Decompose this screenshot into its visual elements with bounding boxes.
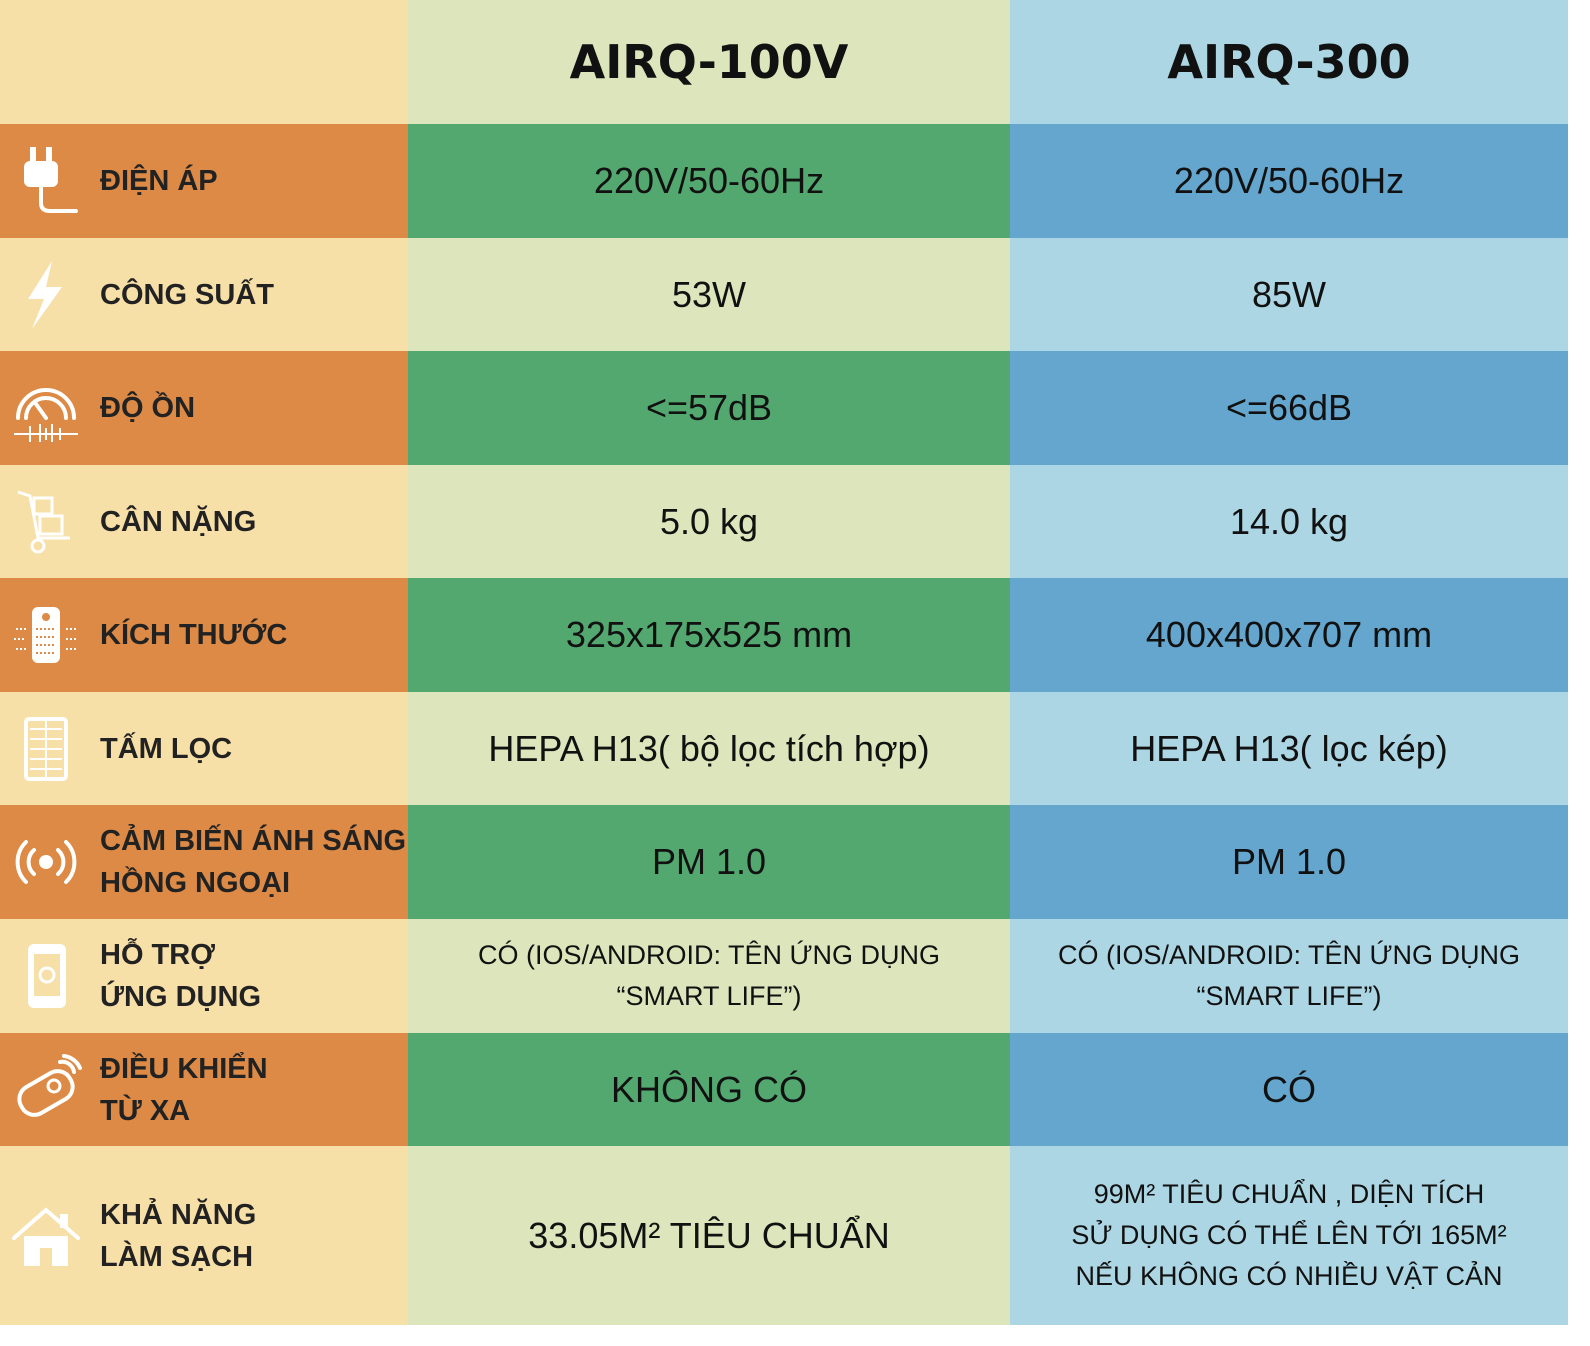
- model-name: AIRQ-300: [1167, 35, 1411, 89]
- row-label: ĐỘ ỒN: [0, 351, 408, 465]
- row-icon: [17, 1053, 82, 1117]
- value-cell: 325x175x525 mm: [408, 578, 1010, 692]
- row-icon: [24, 147, 78, 213]
- value-line: 99M² TIÊU CHUẨN , DIỆN TÍCH: [1093, 1179, 1485, 1209]
- label-line: ĐIỆN ÁP: [100, 165, 218, 197]
- value-line: <=66dB: [1225, 387, 1353, 428]
- label-line: ĐIỀU KHIỂN: [100, 1052, 268, 1085]
- value-cell: 53W: [408, 238, 1010, 351]
- value-line: 400x400x707 mm: [1145, 614, 1433, 655]
- value-line: PM 1.0: [1231, 841, 1347, 882]
- row-label: CẢM BIẾN ÁNH SÁNG HỒNG NGOẠI: [0, 805, 408, 919]
- value-line: 220V/50-60Hz: [1173, 160, 1405, 201]
- label-line: CẢM BIẾN ÁNH SÁNG: [100, 825, 407, 857]
- label-line: ĐỘ ỒN: [100, 392, 196, 424]
- value-line: “SMART LIFE”): [616, 981, 802, 1011]
- value-line: 14.0 kg: [1229, 500, 1349, 542]
- value-cell: 5.0 kg: [408, 465, 1010, 578]
- value-line: KHÔNG CÓ: [610, 1068, 807, 1110]
- label-line: KÍCH THƯỚC: [100, 619, 288, 651]
- label-line: CÔNG SUẤT: [100, 278, 274, 311]
- value-cell: 33.05M² TIÊU CHUẨN: [408, 1146, 1010, 1325]
- value-cell: CÓ (IOS/ANDROID: TÊN ỨNG DỤNG “SMART LIFE…: [408, 919, 1010, 1033]
- label-line: CÂN NẶNG: [100, 505, 257, 538]
- value-cell: PM 1.0: [408, 805, 1010, 919]
- model-header: AIRQ-100V: [408, 0, 1010, 124]
- label-line: HỖ TRỢ: [100, 939, 215, 971]
- comparison-table: AIRQ-100V AIRQ-300 ĐIỆN ÁP 220V/50-60Hz 22…: [0, 0, 1568, 1325]
- row-label: TẤM LỌC: [0, 692, 408, 805]
- row-icon: [14, 388, 78, 442]
- value-cell: KHÔNG CÓ: [408, 1033, 1010, 1146]
- row-label: ĐIỆN ÁP: [0, 124, 408, 238]
- row-icon: [14, 607, 78, 663]
- value-line: 53W: [671, 273, 747, 315]
- label-line: ỨNG DỤNG: [100, 981, 262, 1013]
- value-cell: CÓ: [1010, 1033, 1568, 1146]
- row-icon: [15, 840, 77, 884]
- row-label: KHẢ NĂNG LÀM SẠCH: [0, 1146, 408, 1325]
- value-line: “SMART LIFE”): [1196, 981, 1382, 1011]
- row-label: ĐIỀU KHIỂN TỪ XA: [0, 1033, 408, 1146]
- value-cell: HEPA H13( bộ lọc tích hợp): [408, 692, 1010, 805]
- row-label: CÔNG SUẤT: [0, 238, 408, 351]
- value-cell: HEPA H13( lọc kép): [1010, 692, 1568, 805]
- label-line: LÀM SẠCH: [100, 1240, 254, 1273]
- value-cell: 99M² TIÊU CHUẨN , DIỆN TÍCH SỬ DỤNG CÓ TH…: [1010, 1146, 1568, 1325]
- value-cell: CÓ (IOS/ANDROID: TÊN ỨNG DỤNG “SMART LIFE…: [1010, 919, 1568, 1033]
- corner-cell: [0, 0, 408, 124]
- value-line: PM 1.0: [651, 841, 767, 882]
- row-label: KÍCH THƯỚC: [0, 578, 408, 692]
- value-cell: 14.0 kg: [1010, 465, 1568, 578]
- row-icon: [28, 260, 62, 329]
- value-line: 5.0 kg: [659, 500, 759, 542]
- value-cell: <=66dB: [1010, 351, 1568, 465]
- value-cell: 220V/50-60Hz: [1010, 124, 1568, 238]
- model-header: AIRQ-300: [1010, 0, 1568, 124]
- value-line: CÓ: [1262, 1068, 1316, 1110]
- label-line: TẤM LỌC: [100, 732, 233, 765]
- label-line: HỒNG NGOẠI: [100, 867, 291, 899]
- value-cell: <=57dB: [408, 351, 1010, 465]
- row-icon: [17, 490, 70, 553]
- label-line: KHẢ NĂNG: [100, 1198, 257, 1231]
- value-line: HEPA H13( bộ lọc tích hợp): [488, 727, 930, 769]
- value-line: CÓ (IOS/ANDROID: TÊN ỨNG DỤNG: [477, 940, 941, 970]
- value-cell: 400x400x707 mm: [1010, 578, 1568, 692]
- row-label: CÂN NẶNG: [0, 465, 408, 578]
- row-icon: [12, 1206, 80, 1266]
- row-icon: [24, 716, 68, 781]
- value-line: CÓ (IOS/ANDROID: TÊN ỨNG DỤNG: [1057, 940, 1521, 970]
- value-line: 220V/50-60Hz: [593, 160, 825, 201]
- row-icon: [28, 944, 66, 1008]
- value-line: NẾU KHÔNG CÓ NHIỀU VẬT CẢN: [1075, 1261, 1503, 1291]
- value-cell: 220V/50-60Hz: [408, 124, 1010, 238]
- value-line: 325x175x525 mm: [565, 614, 853, 655]
- value-cell: PM 1.0: [1010, 805, 1568, 919]
- value-line: 33.05M² TIÊU CHUẨN: [528, 1214, 890, 1256]
- value-line: 85W: [1251, 273, 1327, 315]
- model-name: AIRQ-100V: [569, 35, 849, 89]
- label-line: TỪ XA: [100, 1094, 191, 1127]
- value-line: HEPA H13( lọc kép): [1130, 727, 1448, 769]
- value-line: SỬ DỤNG CÓ THỂ LÊN TỚI 165M²: [1071, 1220, 1507, 1250]
- value-line: <=57dB: [645, 387, 773, 428]
- row-label: HỖ TRỢ ỨNG DỤNG: [0, 919, 408, 1033]
- value-cell: 85W: [1010, 238, 1568, 351]
